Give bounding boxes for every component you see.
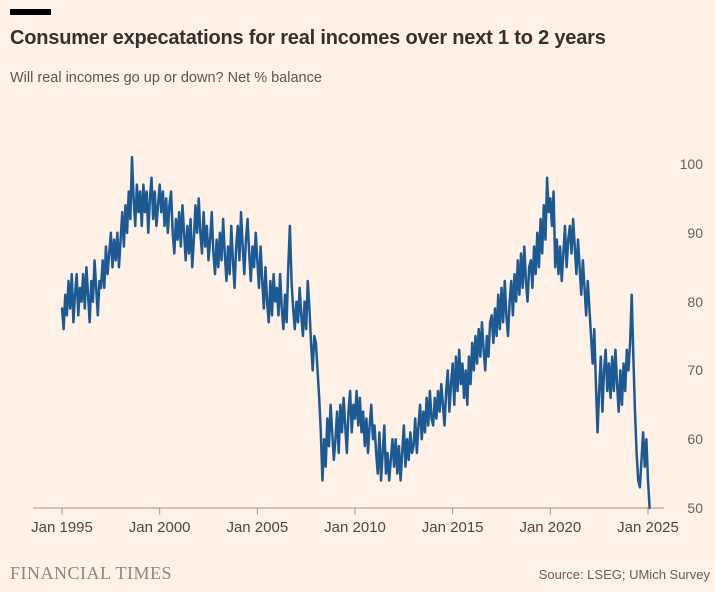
data-series-line: [60, 155, 651, 510]
x-tick-label: Jan 2005: [226, 519, 289, 536]
y-tick-label: 70: [687, 362, 703, 379]
chart-subtitle: Will real incomes go up or down? Net % b…: [10, 70, 322, 86]
y-tick-label: 90: [687, 224, 703, 241]
ft-logo-text: FINANCIAL TIMES: [10, 563, 173, 583]
x-tick-label: Jan 1995: [31, 519, 93, 536]
source-credit: Source: LSEG; UMich Survey: [538, 567, 710, 582]
x-tick-label: Jan 2015: [421, 519, 484, 536]
x-tick-label: Jan 2000: [128, 519, 191, 536]
x-tick-label: Jan 2020: [519, 519, 582, 536]
x-axis-ticks: [61, 508, 649, 515]
x-tick-label: Jan 2025: [617, 519, 679, 536]
chart-title: Consumer expecatations for real incomes …: [10, 27, 606, 49]
y-tick-label: 100: [679, 156, 703, 172]
x-tick-label: Jan 2010: [324, 519, 386, 536]
y-tick-label: 80: [687, 293, 703, 310]
y-tick-label: 50: [687, 500, 703, 516]
y-tick-label: 60: [687, 431, 703, 448]
accent-bar: [10, 9, 51, 15]
